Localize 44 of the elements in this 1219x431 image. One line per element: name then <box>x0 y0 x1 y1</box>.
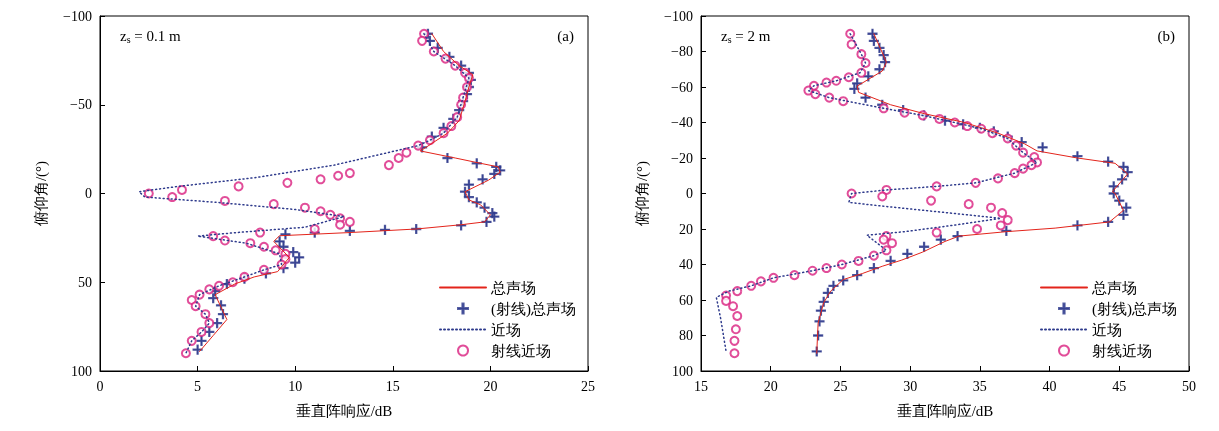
y-tick-label: −50 <box>70 97 92 113</box>
x-tick-label: 15 <box>385 378 400 394</box>
y-tick-label: −100 <box>63 8 92 24</box>
x-tick-label: 10 <box>288 378 303 394</box>
y-tick-label: −80 <box>671 44 693 59</box>
x-tick-label: 45 <box>1112 378 1127 394</box>
y-tick-label: 20 <box>679 221 693 237</box>
x-axis-title: 垂直阵响应/dB <box>896 402 994 419</box>
y-tick-label: −100 <box>664 8 693 24</box>
x-tick-label: 35 <box>972 378 987 394</box>
x-tick-label: 25 <box>833 378 848 394</box>
y-tick-label: 100 <box>672 363 693 379</box>
x-tick-label: 50 <box>1182 378 1196 394</box>
y-tick-label: −60 <box>671 79 693 95</box>
y-tick-label: 80 <box>679 328 693 343</box>
x-tick-label: 30 <box>903 378 918 394</box>
x-tick-label: 0 <box>96 378 104 394</box>
y-axis-title: 俯仰角/(°) <box>32 160 50 227</box>
x-tick-label: 20 <box>763 378 778 394</box>
legend-label: 射线近场 <box>1092 342 1153 359</box>
y-tick-label: 0 <box>686 186 693 201</box>
legend-label: 射线近场 <box>491 342 552 359</box>
y-tick-label: 100 <box>71 363 92 379</box>
y-tick-label: 50 <box>78 274 92 290</box>
legend-label: 总声场 <box>1091 279 1138 296</box>
y-tick-label: −20 <box>671 150 693 166</box>
legend-label: (射线)总声场 <box>491 300 577 318</box>
legend-label: (射线)总声场 <box>1092 300 1178 318</box>
annotation: (a) <box>557 27 575 45</box>
x-axis-title: 垂直阵响应/dB <box>295 402 393 419</box>
x-tick-label: 25 <box>581 378 595 394</box>
legend-label: 近场 <box>1092 321 1123 338</box>
legend-label: 总声场 <box>490 279 537 296</box>
y-tick-label: 60 <box>679 292 693 308</box>
y-tick-label: 0 <box>85 186 92 201</box>
y-tick-label: 40 <box>679 257 693 272</box>
x-tick-label: 5 <box>194 378 202 394</box>
x-tick-label: 15 <box>694 378 708 394</box>
annotation: (b) <box>1157 27 1176 45</box>
x-tick-label: 20 <box>483 378 498 394</box>
legend-label: 近场 <box>491 321 522 338</box>
y-axis-title: 俯仰角/(°) <box>633 160 651 227</box>
x-tick-label: 40 <box>1042 378 1057 394</box>
y-tick-label: −40 <box>671 115 693 130</box>
